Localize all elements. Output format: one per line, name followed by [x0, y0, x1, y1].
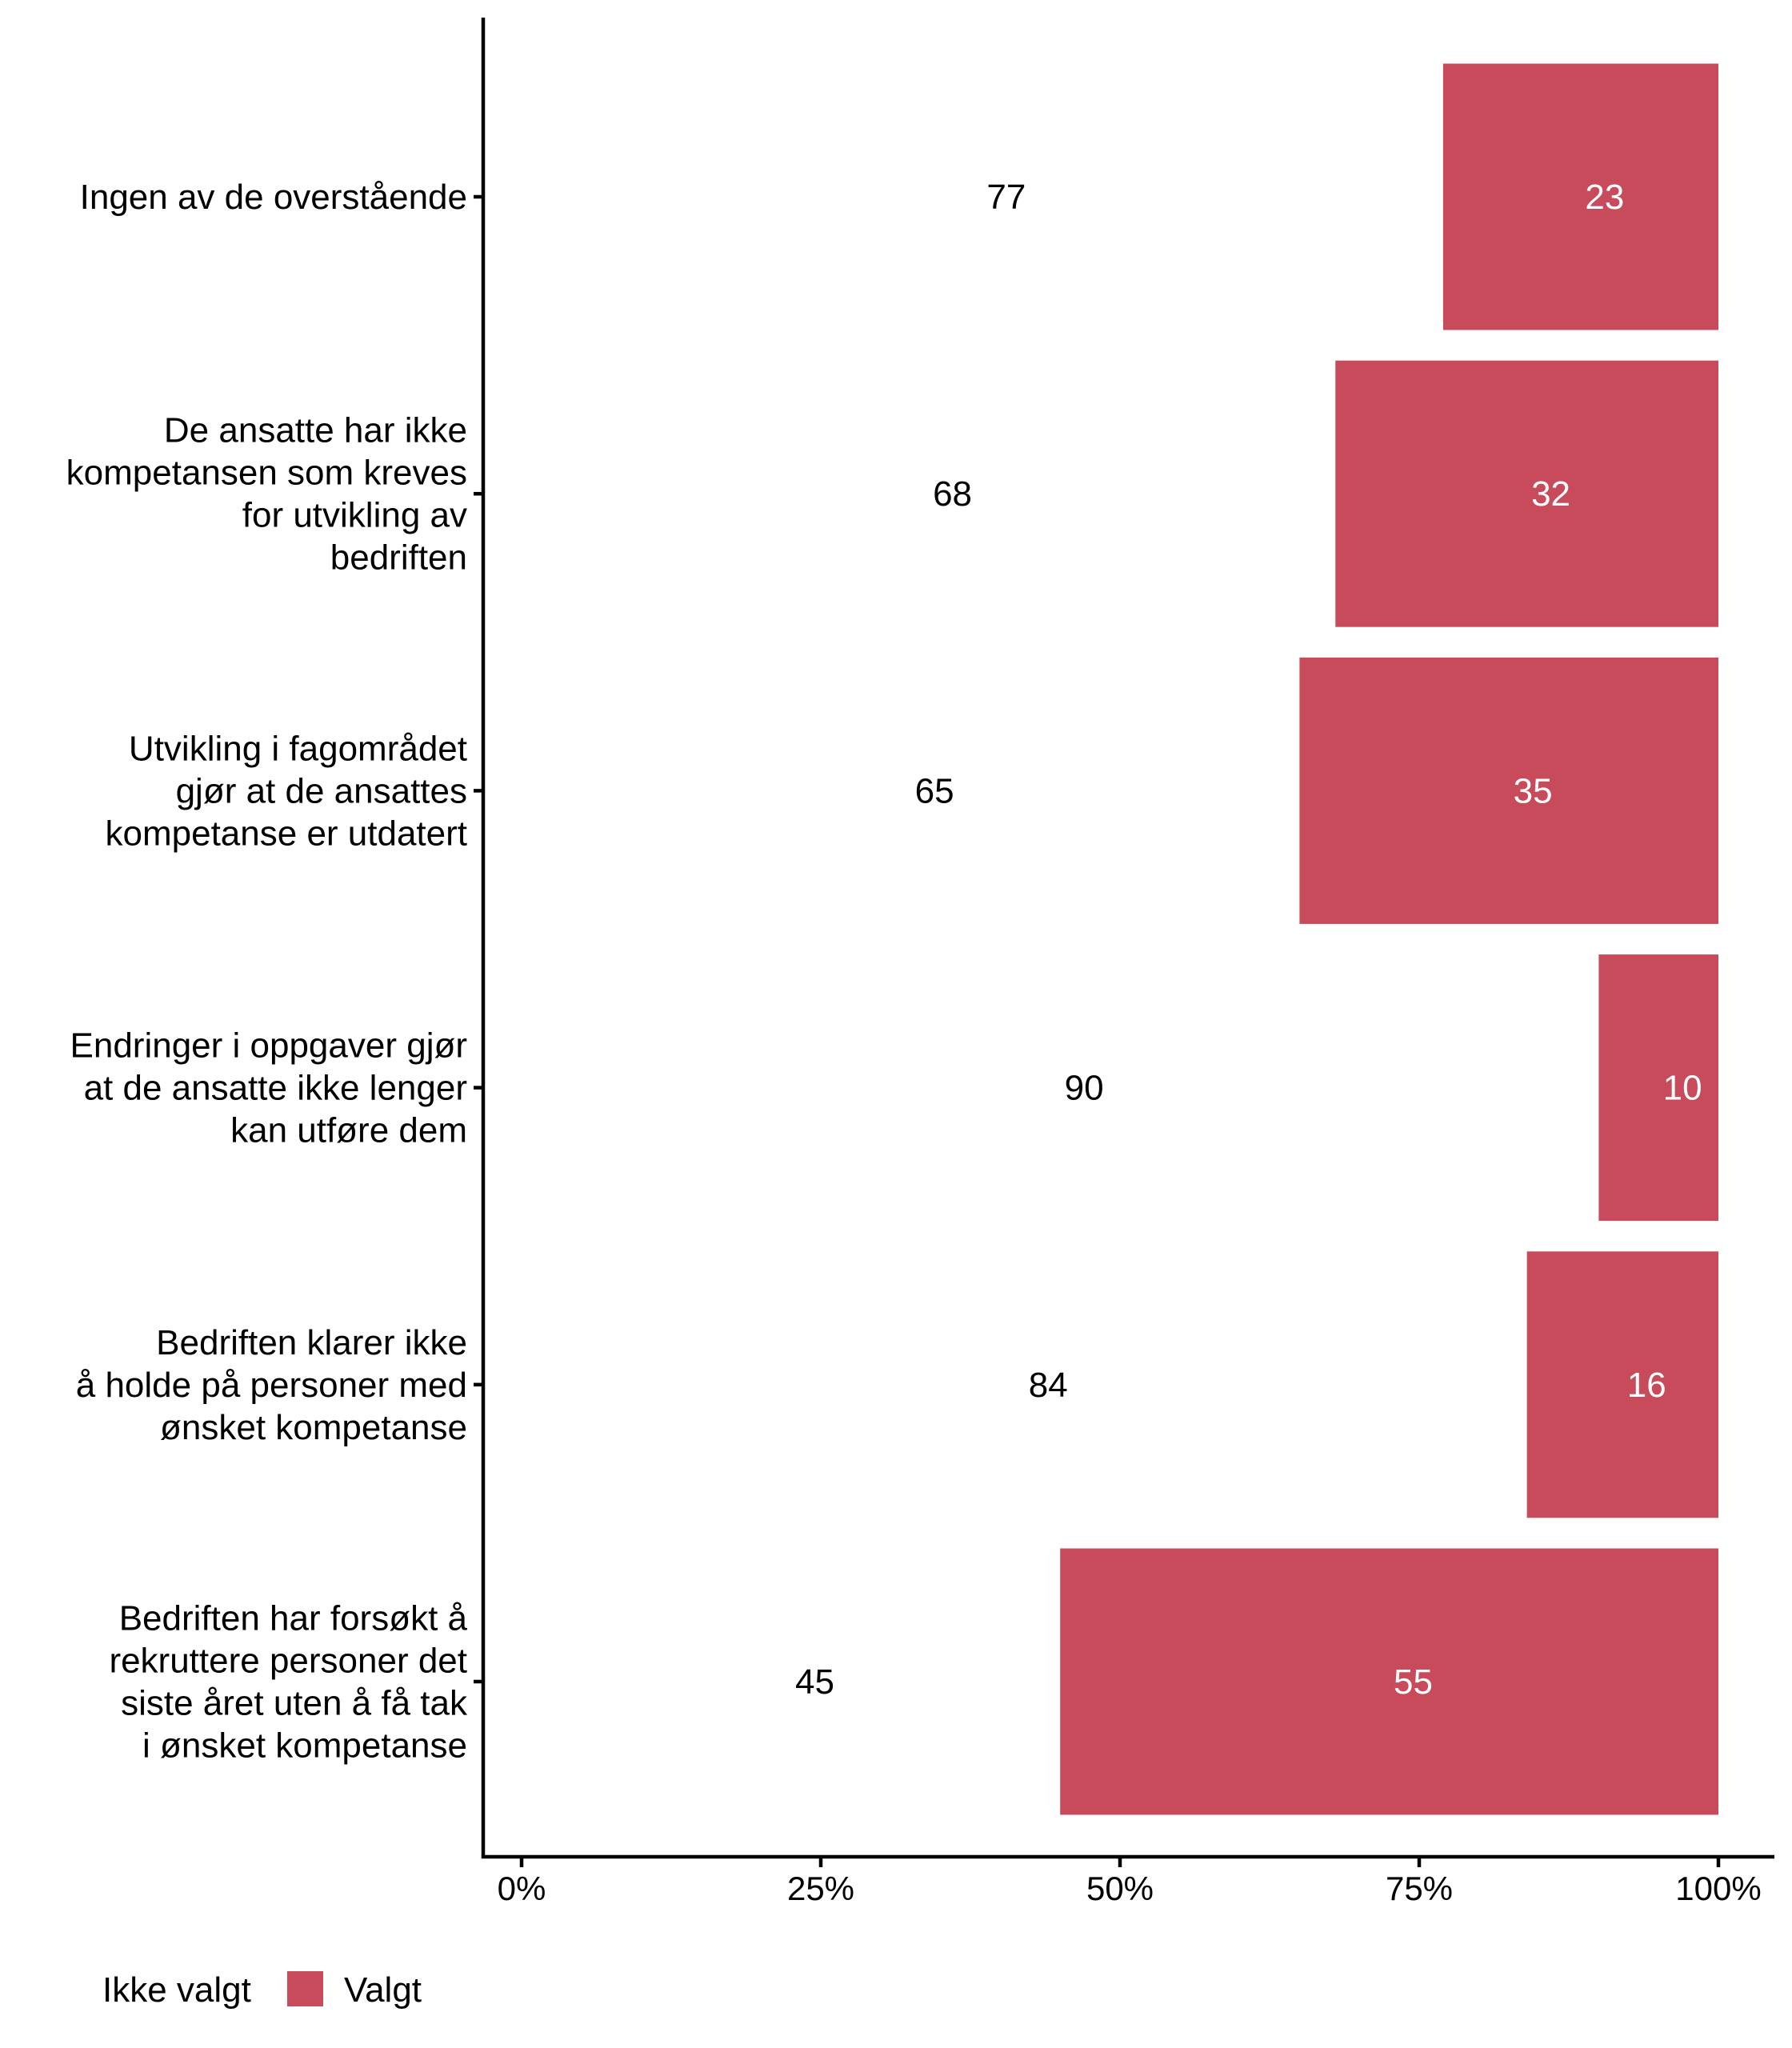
bar-segment-ikke-valgt	[522, 1251, 1527, 1518]
legend-label-valgt: Valgt	[344, 1970, 422, 2010]
bar-segment-valgt	[1598, 954, 1718, 1222]
bar-segment-valgt	[1335, 360, 1718, 627]
category-label-line: å holde på personer med	[76, 1366, 467, 1405]
x-axis-ticks: 0% 25% 50% 75% 100%	[498, 1857, 1762, 1907]
value-labels-layer: 77 23 68 32 65 35 90 10 84 16 45 55	[795, 178, 1702, 1702]
bars-layer	[522, 63, 1718, 1815]
category-label: Utvikling i fagområdet gjør at de ansatte…	[106, 729, 467, 853]
value-label-valgt: 16	[1627, 1366, 1666, 1405]
category-label: Bedriften klarer ikke å holde på personer…	[76, 1323, 467, 1447]
x-tick-label: 100%	[1675, 1870, 1761, 1907]
category-label-line: for utvikling av	[242, 496, 467, 535]
y-axis-labels: Ingen av de overstående De ansatte har ik…	[66, 178, 483, 1766]
value-label-ikke-valgt: 68	[933, 474, 972, 514]
category-label-line: Endringer i oppgaver gjør	[70, 1026, 467, 1066]
bar-segment-valgt	[1526, 1251, 1718, 1518]
value-label-valgt: 35	[1514, 771, 1553, 810]
category-label-line: kompetanse er utdatert	[106, 814, 467, 853]
category-label-line: bedriften	[330, 538, 467, 578]
legend-label-ikke-valgt: Ikke valgt	[102, 1970, 251, 2010]
value-label-valgt: 10	[1663, 1069, 1702, 1108]
category-label-line: ønsket kompetanse	[160, 1408, 467, 1447]
value-label-valgt: 32	[1531, 474, 1570, 514]
bar-segment-valgt	[1299, 657, 1718, 924]
bar-segment-ikke-valgt	[522, 1548, 1061, 1815]
category-label-line: kan utføre dem	[230, 1111, 467, 1150]
value-label-valgt: 23	[1585, 178, 1624, 217]
category-label: Bedriften har forsøkt å rekruttere person…	[109, 1599, 468, 1766]
category-label: Endringer i oppgaver gjør at de ansatte i…	[70, 1026, 467, 1150]
value-label-ikke-valgt: 84	[1029, 1366, 1068, 1405]
category-label: De ansatte har ikke kompetansen som kreve…	[66, 411, 467, 578]
bar-segment-ikke-valgt	[522, 657, 1300, 924]
bar-segment-ikke-valgt	[522, 63, 1443, 330]
category-label-line: rekruttere personer det	[109, 1642, 467, 1681]
value-label-ikke-valgt: 90	[1065, 1069, 1104, 1108]
x-tick-label: 0%	[498, 1870, 546, 1907]
bar-segment-valgt	[1442, 63, 1718, 330]
category-label-line: Ingen av de overstående	[80, 178, 467, 217]
category-label-line: siste året uten å få tak	[121, 1684, 468, 1723]
category-label-line: kompetansen som kreves	[66, 454, 467, 493]
bar-segment-ikke-valgt	[522, 360, 1336, 627]
bar-segment-ikke-valgt	[522, 954, 1599, 1222]
x-tick-label: 25%	[787, 1870, 854, 1907]
category-label-line: Bedriften har forsøkt å	[119, 1599, 468, 1638]
legend: Ikke valgt Valgt	[102, 1970, 422, 2010]
category-label-line: i ønsket kompetanse	[142, 1726, 467, 1766]
value-label-ikke-valgt: 45	[795, 1662, 834, 1702]
category-label-line: Utvikling i fagområdet	[129, 729, 467, 768]
x-tick-label: 75%	[1386, 1870, 1453, 1907]
legend-swatch-valgt	[287, 1971, 323, 2006]
value-label-ikke-valgt: 77	[986, 178, 1026, 217]
category-label-line: at de ansatte ikke lenger	[84, 1069, 467, 1108]
bar-segment-valgt	[1060, 1548, 1718, 1815]
value-label-valgt: 55	[1394, 1662, 1433, 1702]
category-label: Ingen av de overstående	[80, 178, 467, 217]
value-label-ikke-valgt: 65	[915, 771, 954, 810]
category-label-line: Bedriften klarer ikke	[156, 1323, 467, 1362]
category-label-line: gjør at de ansattes	[176, 771, 467, 810]
category-label-line: De ansatte har ikke	[164, 411, 467, 450]
x-tick-label: 50%	[1086, 1870, 1154, 1907]
